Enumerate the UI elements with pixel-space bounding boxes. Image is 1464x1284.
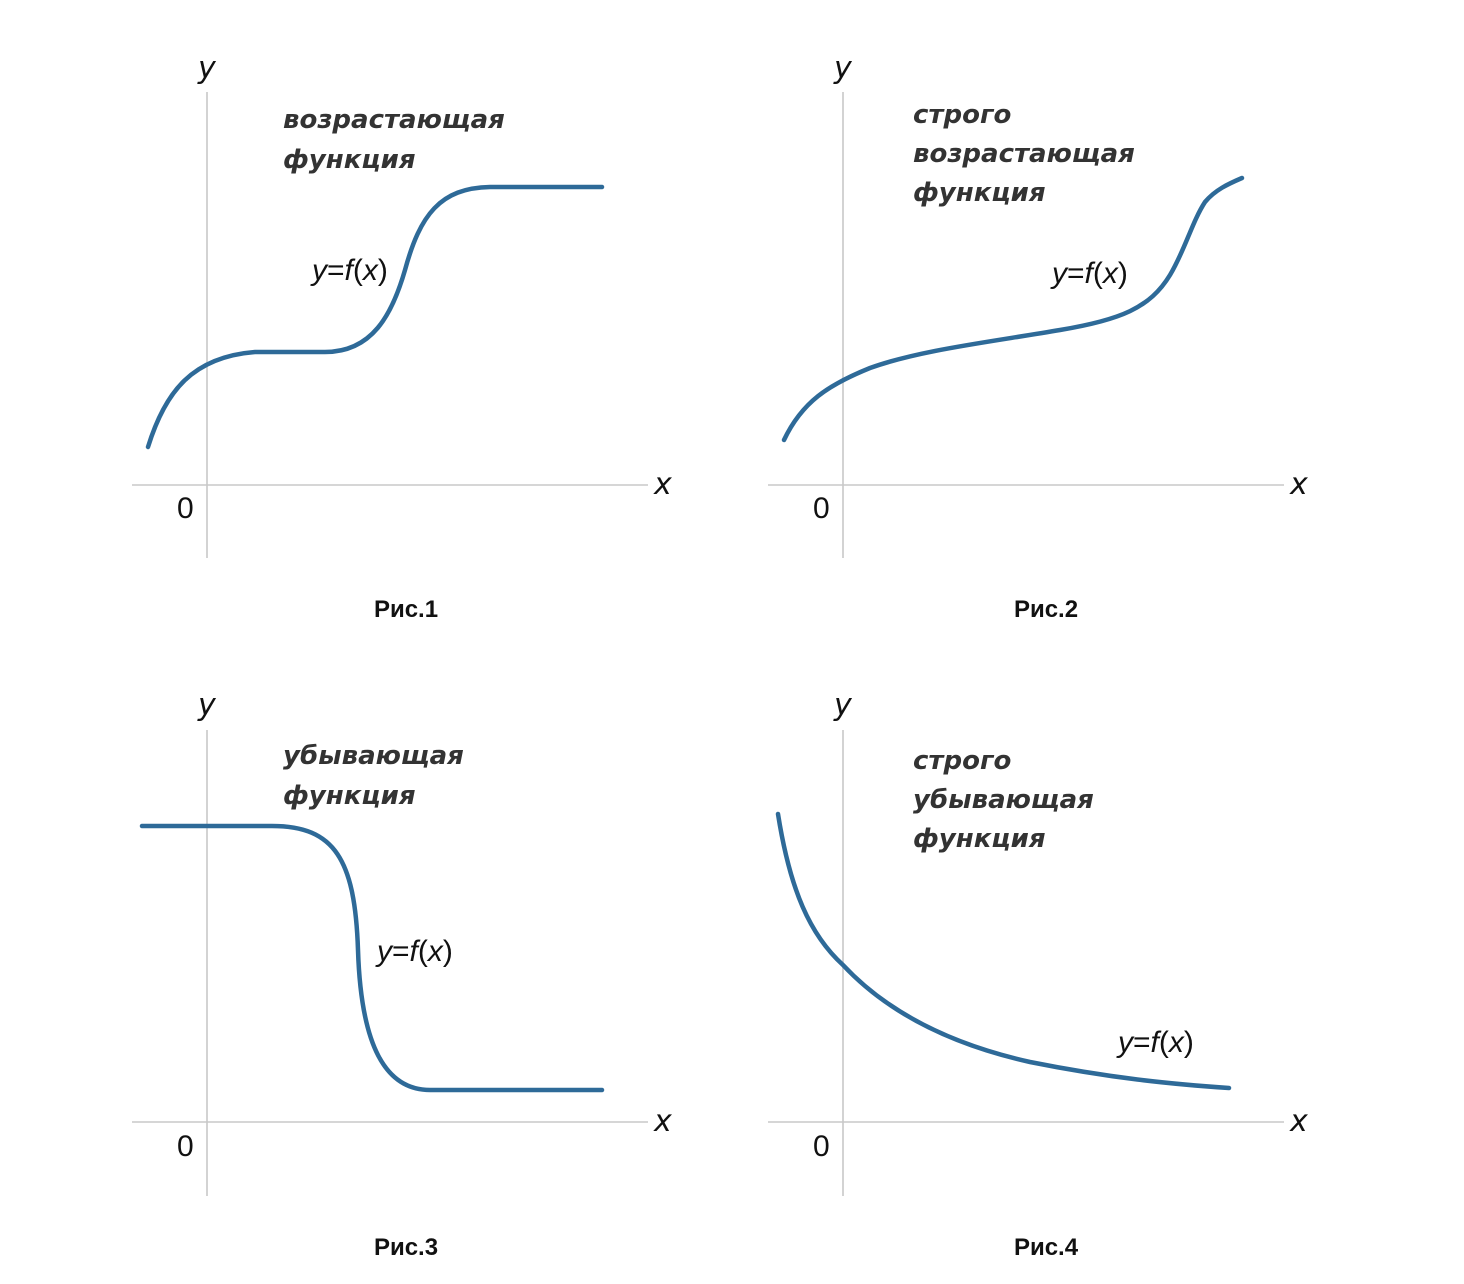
- function-label: y=f(x): [375, 935, 453, 968]
- description-line: возрастающая: [283, 105, 505, 135]
- description-line: функция: [913, 824, 1046, 854]
- y-axis-label: y: [833, 51, 853, 86]
- description-line: убывающая: [283, 741, 464, 771]
- function-curve: [145, 184, 605, 450]
- figure-caption: Рис.3: [374, 1234, 438, 1261]
- figure-caption: Рис.4: [1014, 1234, 1079, 1261]
- x-axis-label: x: [653, 467, 672, 502]
- origin-label: 0: [177, 492, 194, 525]
- function-label: y=f(x): [1116, 1026, 1194, 1059]
- description-line: строго: [913, 100, 1011, 130]
- function-description: убывающая функция: [283, 741, 473, 811]
- description-line: строго: [913, 746, 1011, 776]
- panel-4: y x 0 строго убывающая функция y=f(x) Ри…: [768, 688, 1308, 1261]
- function-description: возрастающая функция: [283, 105, 514, 175]
- figure-caption: Рис.1: [374, 596, 438, 623]
- x-axis-label: x: [1289, 467, 1308, 502]
- description-line: функция: [283, 145, 416, 175]
- function-curve: [781, 175, 1245, 443]
- function-label: y=f(x): [310, 254, 388, 287]
- description-line: возрастающая: [913, 139, 1135, 169]
- figure-caption: Рис.2: [1014, 596, 1078, 623]
- function-description: строго убывающая функция: [913, 746, 1103, 854]
- y-axis-label: y: [197, 51, 217, 86]
- x-axis-label: x: [653, 1104, 672, 1139]
- y-axis-label: y: [833, 688, 853, 723]
- function-description: строго возрастающая функция: [913, 100, 1144, 208]
- origin-label: 0: [813, 492, 830, 525]
- description-line: убывающая: [913, 785, 1094, 815]
- function-label: y=f(x): [1050, 257, 1128, 290]
- origin-label: 0: [813, 1130, 830, 1163]
- description-line: функция: [283, 781, 416, 811]
- origin-label: 0: [177, 1130, 194, 1163]
- description-line: функция: [913, 178, 1046, 208]
- y-axis-label: y: [197, 688, 217, 723]
- function-curve: [139, 823, 605, 1093]
- x-axis-label: x: [1289, 1104, 1308, 1139]
- function-curve: [775, 811, 1232, 1091]
- panel-2: y x 0 строго возрастающая функция y=f(x)…: [768, 51, 1308, 623]
- panel-1: y x 0 возрастающая функция y=f(x) Рис.1: [132, 51, 672, 623]
- panel-3: y x 0 убывающая функция y=f(x) Рис.3: [132, 688, 672, 1261]
